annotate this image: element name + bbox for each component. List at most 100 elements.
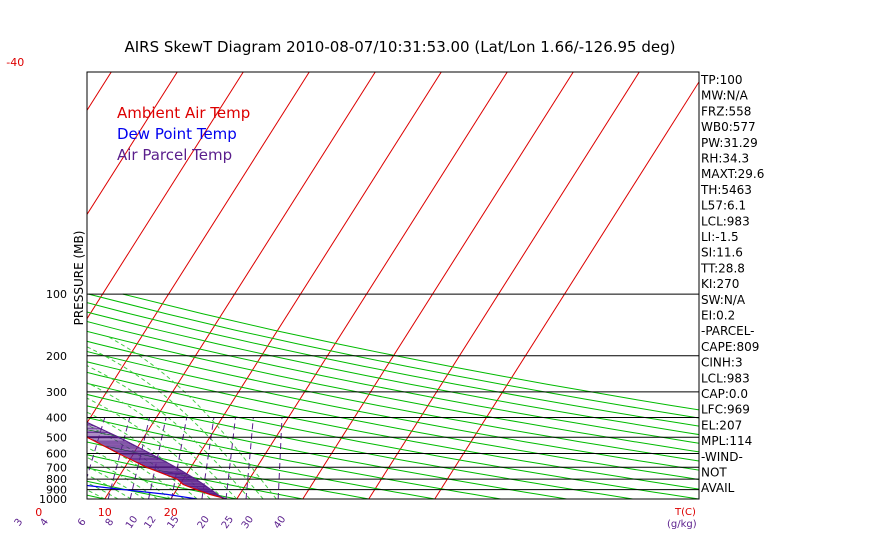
dry-adiabat-line	[87, 340, 699, 462]
legend-item: Ambient Air Temp	[117, 104, 250, 122]
pressure-tick-label: 500	[46, 431, 67, 444]
pressure-tick-label: 200	[46, 350, 67, 363]
dry-adiabat-line	[0, 294, 39, 499]
mixing-ratio-tick-label: 40	[272, 514, 288, 531]
legend-item: Air Parcel Temp	[117, 146, 232, 164]
pressure-tick-label: 600	[46, 448, 67, 461]
moist-adiabat-line	[87, 365, 251, 499]
isotherm-line	[104, 72, 376, 499]
index-item: MPL:114	[701, 434, 752, 448]
temp-tick-label: 10	[98, 506, 112, 519]
dry-adiabat-line	[87, 467, 237, 499]
mixing-ratio-tick-label: 30	[240, 514, 256, 531]
mixing-ratio-line	[225, 417, 236, 499]
index-item: RH:34.3	[701, 152, 749, 166]
pressure-tick-label: 400	[46, 411, 67, 424]
index-item: SW:N/A	[701, 293, 746, 307]
index-item: LI:-1.5	[701, 230, 739, 244]
profile-lines	[87, 421, 227, 499]
mixing-ratio-tick-label: 8	[104, 517, 117, 529]
dry-adiabat-line	[87, 350, 699, 471]
mixing-ratio-tick-label: 25	[220, 514, 236, 531]
dry-adiabat-line	[87, 480, 171, 499]
legend: Ambient Air Temp Dew Point Temp Air Parcel…	[117, 104, 250, 164]
pressure-tick-label: 1000	[39, 493, 67, 506]
chart-title: AIRS SkewT Diagram 2010-08-07/10:31:53.0…	[124, 38, 675, 56]
index-item: L57:6.1	[701, 199, 746, 213]
index-item: CINH:3	[701, 356, 743, 370]
isotherm-line	[434, 80, 699, 499]
legend-item: Dew Point Temp	[117, 125, 237, 143]
mixing-ratio-line	[277, 417, 283, 499]
mixing-ratio-line	[17, 417, 47, 499]
isotherm-line	[236, 72, 508, 499]
temp-tick-label: 20	[164, 506, 178, 519]
mixing-ratio-line	[107, 417, 131, 499]
index-item: TP:100	[700, 73, 743, 87]
dry-adiabat-line	[88, 293, 699, 419]
dry-adiabat-line	[87, 429, 435, 499]
isotherm-line	[87, 72, 178, 216]
index-item: TH:5463	[700, 183, 752, 197]
mixing-ratio-tick-label: 20	[196, 514, 212, 531]
temp-tick-label: 0	[35, 506, 42, 519]
dry-adiabat-line	[87, 393, 633, 499]
index-item: -PARCEL-	[701, 324, 755, 338]
axis-labels: 1002003004005006007008009001000-50-40-30…	[6, 56, 697, 531]
moist-adiabat-line	[87, 397, 224, 499]
index-item: KI:270	[701, 277, 739, 291]
dry-adiabat-line	[87, 361, 699, 480]
isotherm-line	[87, 72, 310, 424]
index-item: LFC:969	[701, 403, 750, 417]
dry-adiabat-line	[87, 405, 567, 499]
index-item: FRZ:558	[701, 104, 751, 118]
isotherm-line	[368, 72, 640, 499]
temp-unit-label: T(C)	[674, 507, 696, 518]
index-item: PW:31.29	[701, 136, 758, 150]
index-item: WB0:577	[701, 120, 756, 134]
index-item: TT:28.8	[700, 261, 745, 275]
dry-adiabat-line	[87, 302, 699, 427]
parcel-profile-line	[87, 421, 227, 499]
isotherm-line	[0, 72, 45, 499]
moist-adiabat-line	[87, 456, 158, 499]
mixing-ratio-tick-label: 6	[76, 517, 89, 529]
mixing-ratio-tick-label: 3	[13, 517, 26, 529]
isotherm-line	[170, 72, 442, 499]
mixing-ratio-line	[245, 417, 254, 499]
dry-adiabat-line	[87, 311, 699, 436]
pressure-tick-label: 100	[46, 288, 67, 301]
pressure-tick-label: 700	[46, 461, 67, 474]
dry-adiabat-line	[87, 371, 699, 490]
index-item: SI:11.6	[701, 246, 743, 260]
ambient-profile-line	[87, 436, 227, 499]
pressure-tick-label: 300	[46, 386, 67, 399]
dry-adiabat-line	[87, 330, 699, 453]
dry-adiabat-line	[87, 417, 501, 499]
index-item: MAXT:29.6	[701, 167, 764, 181]
index-item: EI:0.2	[701, 309, 735, 323]
index-item: NOT	[701, 466, 727, 480]
y-axis-label: PRESSURE (MB)	[72, 231, 86, 326]
index-item: AVAIL	[701, 481, 735, 495]
index-item: MW:N/A	[701, 89, 749, 103]
index-item: EL:207	[701, 418, 742, 432]
mixing-ratio-unit-label: (g/kg)	[667, 519, 697, 530]
mixing-ratio-tick-label: 10	[124, 514, 140, 531]
dry-adiabat-line	[87, 321, 699, 444]
mixing-ratio-line	[0, 417, 16, 499]
plot-frame	[86, 71, 700, 500]
pressure-tick-label: 800	[46, 473, 67, 486]
isotherm-line	[87, 72, 244, 320]
mixing-ratio-line	[171, 417, 188, 499]
index-item: CAPE:809	[701, 340, 759, 354]
index-item: CAP:0.0	[701, 387, 748, 401]
pressure-tick-label: 900	[46, 484, 67, 497]
isotherm-line	[302, 72, 574, 499]
moist-adiabat-line	[87, 424, 198, 499]
background-grid	[0, 72, 699, 499]
index-item: LCL:983	[701, 214, 750, 228]
dry-adiabat-line	[87, 382, 699, 499]
